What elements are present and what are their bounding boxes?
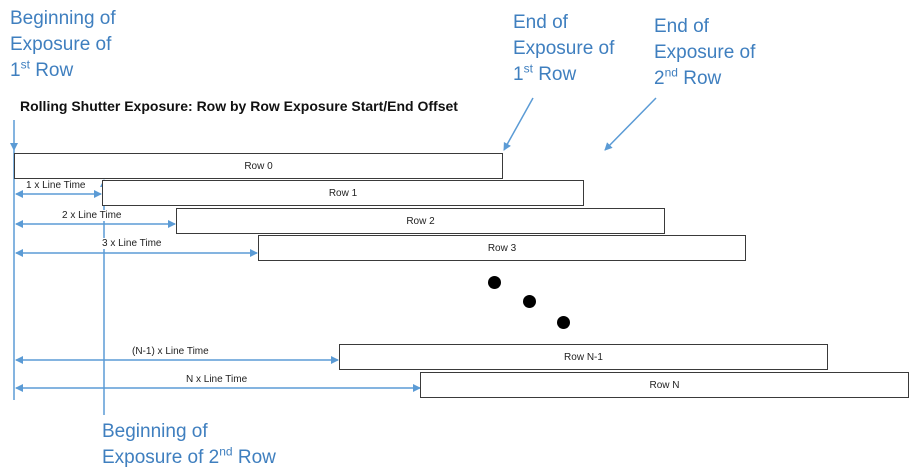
pointer-arrow-end-second [604,97,657,151]
row-box-n: Row N [420,372,909,398]
offset-label-row-1: 1 x Line Time [24,180,88,191]
callout-line: 1st Row [10,57,74,81]
callout-line: Exposure of [513,38,615,59]
callout-beginning-second-row: Beginning of Exposure of 2nd Row [102,419,276,471]
ellipsis-dot [488,276,501,289]
callout-end-second-row: End of Exposure of 2nd Row [654,14,755,92]
ellipsis-dot [557,316,570,329]
callout-line: Beginning of [102,421,208,442]
callout-line: Exposure of [654,42,756,63]
callout-beginning-first-row: Beginning of Exposure of 1st Row [10,6,116,84]
row-box-0: Row 0 [14,153,503,179]
callout-line: End of [654,16,709,37]
callout-line: 2nd Row [654,65,722,89]
offset-label-row-n-1: (N-1) x Line Time [130,346,211,357]
callout-line: Beginning of [10,8,116,29]
callout-line: Exposure of [10,34,112,55]
callout-end-first-row: End of Exposure of 1st Row [513,10,614,88]
offset-label-row-2: 2 x Line Time [60,210,124,221]
row-box-1: Row 1 [102,180,584,206]
offset-label-row-n: N x Line Time [184,374,250,385]
row-box-n-1: Row N-1 [339,344,828,370]
row-box-3: Row 3 [258,235,746,261]
diagram-title: Rolling Shutter Exposure: Row by Row Exp… [20,98,458,114]
row-box-2: Row 2 [176,208,665,234]
offset-label-row-3: 3 x Line Time [100,238,164,249]
ellipsis-dot [523,295,536,308]
pointer-arrow-end-first [503,97,534,151]
callout-line: 1st Row [513,61,577,85]
callout-line: End of [513,12,568,33]
callout-line: Exposure of 2nd Row [102,444,276,468]
